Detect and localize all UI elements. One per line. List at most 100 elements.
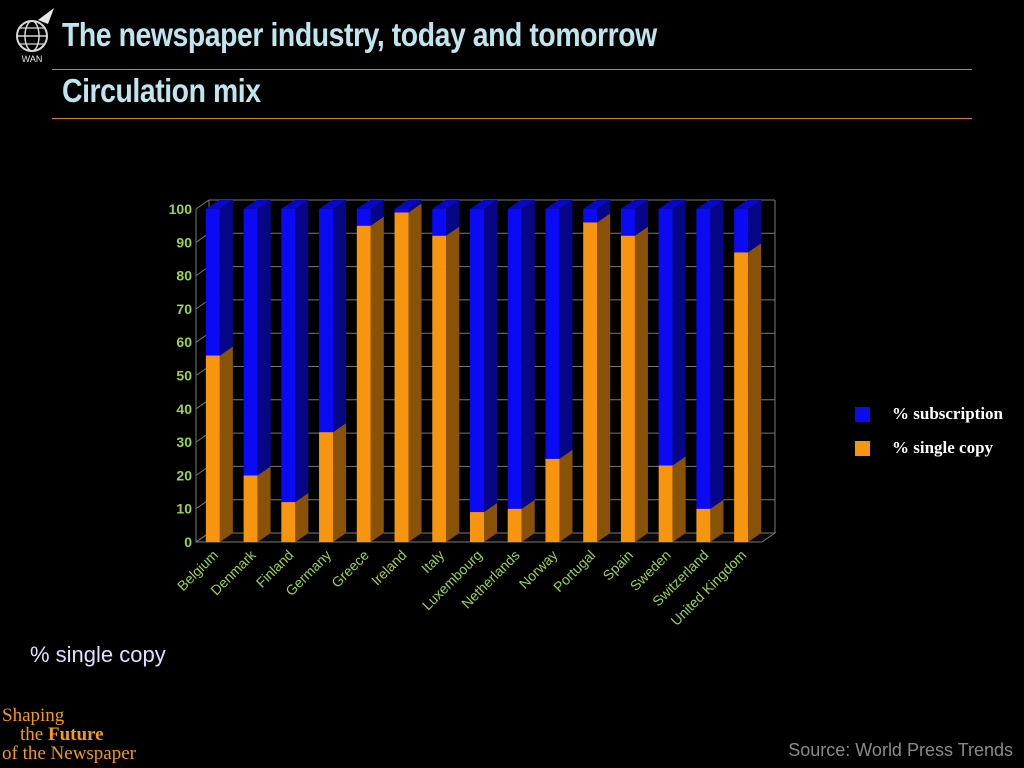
legend-swatch-single-copy — [855, 440, 870, 456]
x-tick-label: Italy — [418, 547, 447, 576]
bar-subscription-top — [243, 200, 271, 209]
bar-single-copy — [545, 458, 560, 542]
bar-subscription — [243, 209, 258, 476]
bar-subscription-top — [356, 200, 384, 209]
brand-logo: Shaping the Future of the Newspaper — [2, 706, 136, 763]
brand-line-2-prefix: the — [20, 724, 48, 745]
bar-subscription-side — [748, 200, 762, 253]
bar-single-copy-side — [748, 243, 762, 543]
bar-subscription — [205, 209, 220, 356]
y-tick-label: 70 — [176, 301, 192, 317]
brand-line-1: Shaping — [2, 705, 65, 726]
legend-swatch-subscription — [855, 406, 870, 422]
y-tick-label: 100 — [169, 201, 193, 217]
wan-logo: WAN — [8, 6, 58, 64]
bar-subscription-top — [470, 200, 497, 209]
bar-single-copy — [658, 465, 673, 542]
bar-single-copy — [281, 502, 296, 542]
y-tick-label: 50 — [176, 368, 192, 384]
bar-subscription-top — [394, 200, 422, 209]
bar-single-copy-side — [559, 449, 573, 542]
bar-subscription — [620, 209, 635, 236]
bar-subscription-side — [597, 200, 611, 223]
bar-subscription-top — [696, 200, 724, 209]
bar-single-copy — [432, 235, 447, 542]
bar-single-copy-side — [219, 346, 233, 542]
legend-label-subscription: % subscription — [892, 404, 1003, 423]
bar-single-copy — [620, 235, 635, 542]
bar-subscription-side — [257, 200, 271, 476]
y-tick-label: 10 — [176, 501, 192, 517]
bar-subscription-side — [484, 200, 497, 513]
y-tick-label: 60 — [176, 334, 192, 350]
bar-subscription-side — [295, 200, 309, 503]
subtitle-divider — [52, 118, 972, 119]
chart-caption: % single copy — [30, 642, 166, 667]
bar-single-copy — [243, 475, 258, 542]
bar-single-copy — [205, 355, 220, 542]
brand-line-2-emph: Future — [47, 724, 104, 745]
bar-subscription-side — [521, 200, 535, 509]
brand-line-3: of the Newspaper — [2, 743, 137, 764]
bar-single-copy-side — [597, 213, 611, 542]
bar-subscription-top — [620, 200, 648, 209]
bar-subscription-side — [559, 200, 573, 459]
source-note: Source: World Press Trends — [788, 740, 1013, 760]
bar-single-copy-side — [295, 493, 309, 542]
bar-subscription-side — [219, 200, 233, 356]
logo-text: WAN — [22, 54, 43, 64]
bar-subscription — [583, 209, 598, 223]
x-tick-label: Portugal — [550, 547, 598, 595]
x-tick-label: Ireland — [368, 547, 410, 589]
title-divider — [52, 69, 972, 70]
bar-subscription-top — [658, 200, 686, 209]
bar-subscription-side — [370, 200, 384, 226]
bar-subscription-side — [408, 200, 422, 213]
page-title: The newspaper industry, today and tomorr… — [62, 16, 657, 53]
bar-subscription-top — [319, 200, 347, 209]
bar-subscription — [696, 209, 711, 509]
bar-single-copy-side — [408, 203, 422, 542]
y-tick-label: 0 — [184, 534, 192, 550]
bar-subscription — [507, 209, 522, 509]
bar-subscription-top — [507, 200, 535, 209]
bar-subscription — [356, 209, 371, 226]
bar-single-copy — [507, 508, 522, 542]
bar-subscription — [319, 209, 334, 433]
bar-single-copy-side — [446, 226, 460, 542]
bar-subscription-top — [432, 200, 460, 209]
bar-subscription-top — [281, 200, 309, 209]
bar-subscription-top — [734, 200, 762, 209]
legend-label-single-copy: % single copy — [892, 438, 994, 457]
bar-single-copy — [394, 212, 409, 542]
bar-subscription-side — [672, 200, 686, 466]
bar-single-copy-side — [672, 456, 686, 542]
bar-subscription — [734, 209, 749, 253]
page-subtitle: Circulation mix — [62, 72, 261, 109]
bar-subscription-top — [583, 200, 611, 209]
bar-single-copy — [734, 252, 749, 543]
bar-single-copy-side — [333, 423, 347, 542]
bar-single-copy — [356, 225, 371, 542]
bar-single-copy-side — [484, 503, 497, 542]
bar-single-copy — [319, 432, 334, 542]
bar-single-copy-side — [634, 226, 648, 542]
bar-single-copy-side — [710, 499, 724, 542]
bar-subscription — [658, 209, 673, 466]
bar-subscription-side — [333, 200, 347, 433]
brand-line-2: the Future — [2, 725, 136, 744]
bar-subscription — [281, 209, 296, 503]
bar-subscription-top — [205, 200, 233, 209]
y-tick-label: 90 — [176, 234, 192, 250]
y-tick-label: 20 — [176, 467, 192, 483]
x-tick-label: Greece — [328, 547, 372, 591]
bar-subscription-side — [634, 200, 648, 236]
bar-single-copy-side — [370, 216, 384, 542]
legend-item-subscription: % subscription — [855, 404, 1003, 424]
bar-single-copy — [470, 512, 484, 542]
bar-subscription-top — [545, 200, 573, 209]
bar-subscription — [432, 209, 447, 236]
bar-subscription-side — [446, 200, 460, 236]
bar-single-copy-side — [257, 466, 271, 542]
